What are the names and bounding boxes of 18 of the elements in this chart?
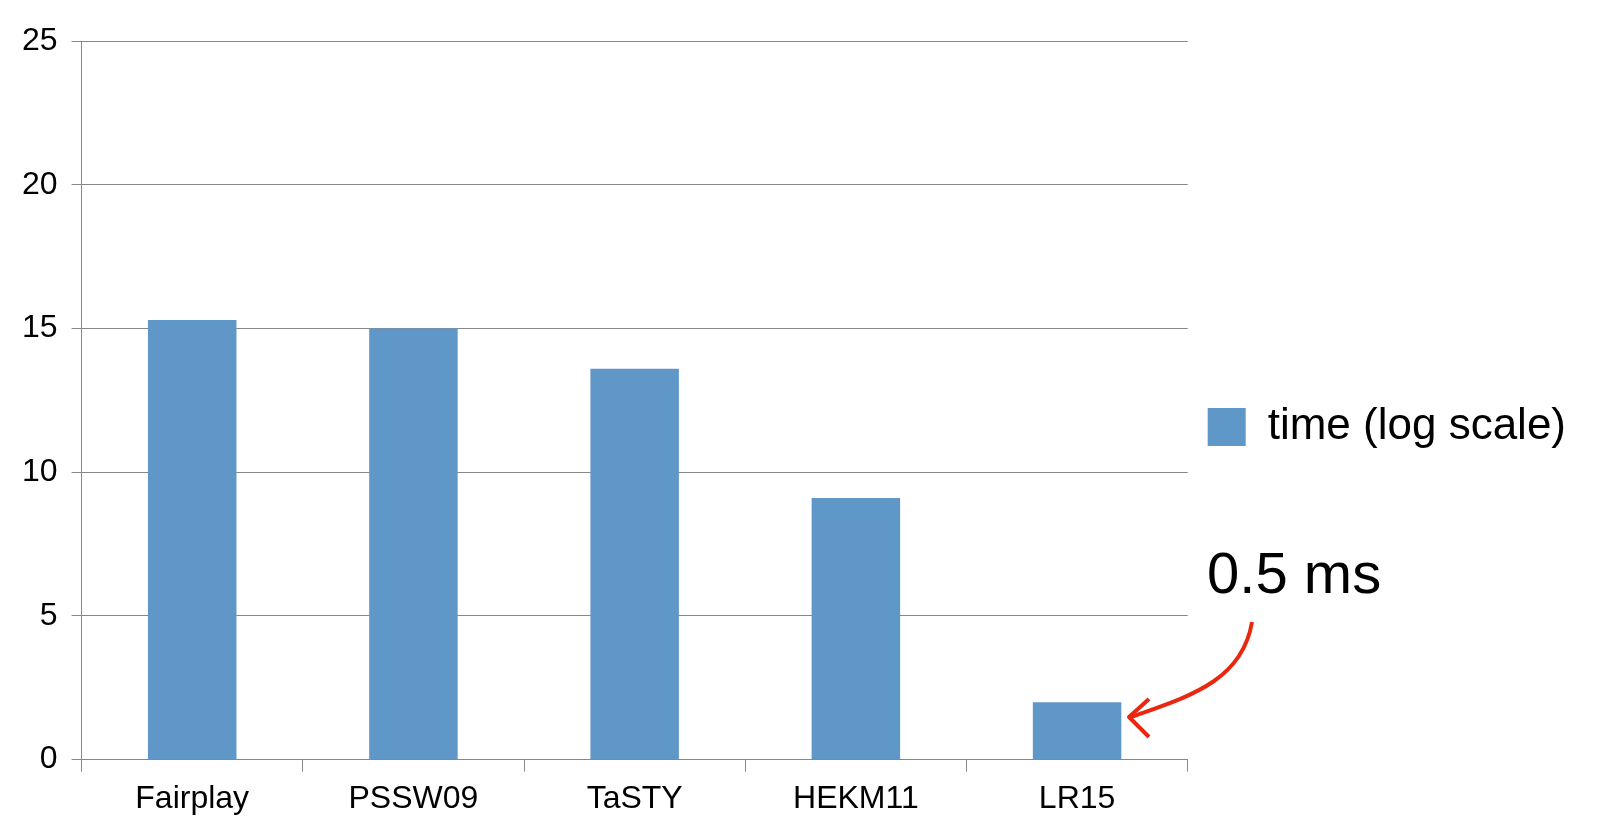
bar [147, 319, 237, 760]
y-tick-label: 10 [22, 452, 58, 489]
bar [369, 328, 458, 760]
y-tick-label: 0 [39, 739, 58, 776]
y-tick-label: 15 [22, 308, 58, 345]
bar [1032, 702, 1122, 760]
y-tick-label: 20 [22, 164, 58, 201]
bar [590, 368, 679, 760]
x-tick-label: TaSTY [586, 778, 683, 815]
bar [811, 498, 901, 760]
x-tick-label: LR15 [1038, 778, 1116, 815]
y-tick-label: 5 [39, 595, 58, 632]
legend-label: time (log scale) [1267, 399, 1566, 449]
y-tick-label: 25 [22, 21, 58, 58]
x-tick-label: PSSW09 [348, 778, 479, 815]
x-tick-label: HEKM11 [793, 778, 919, 815]
x-tick-label: Fairplay [135, 778, 250, 815]
annotation: 0.5 ms [1207, 540, 1382, 606]
